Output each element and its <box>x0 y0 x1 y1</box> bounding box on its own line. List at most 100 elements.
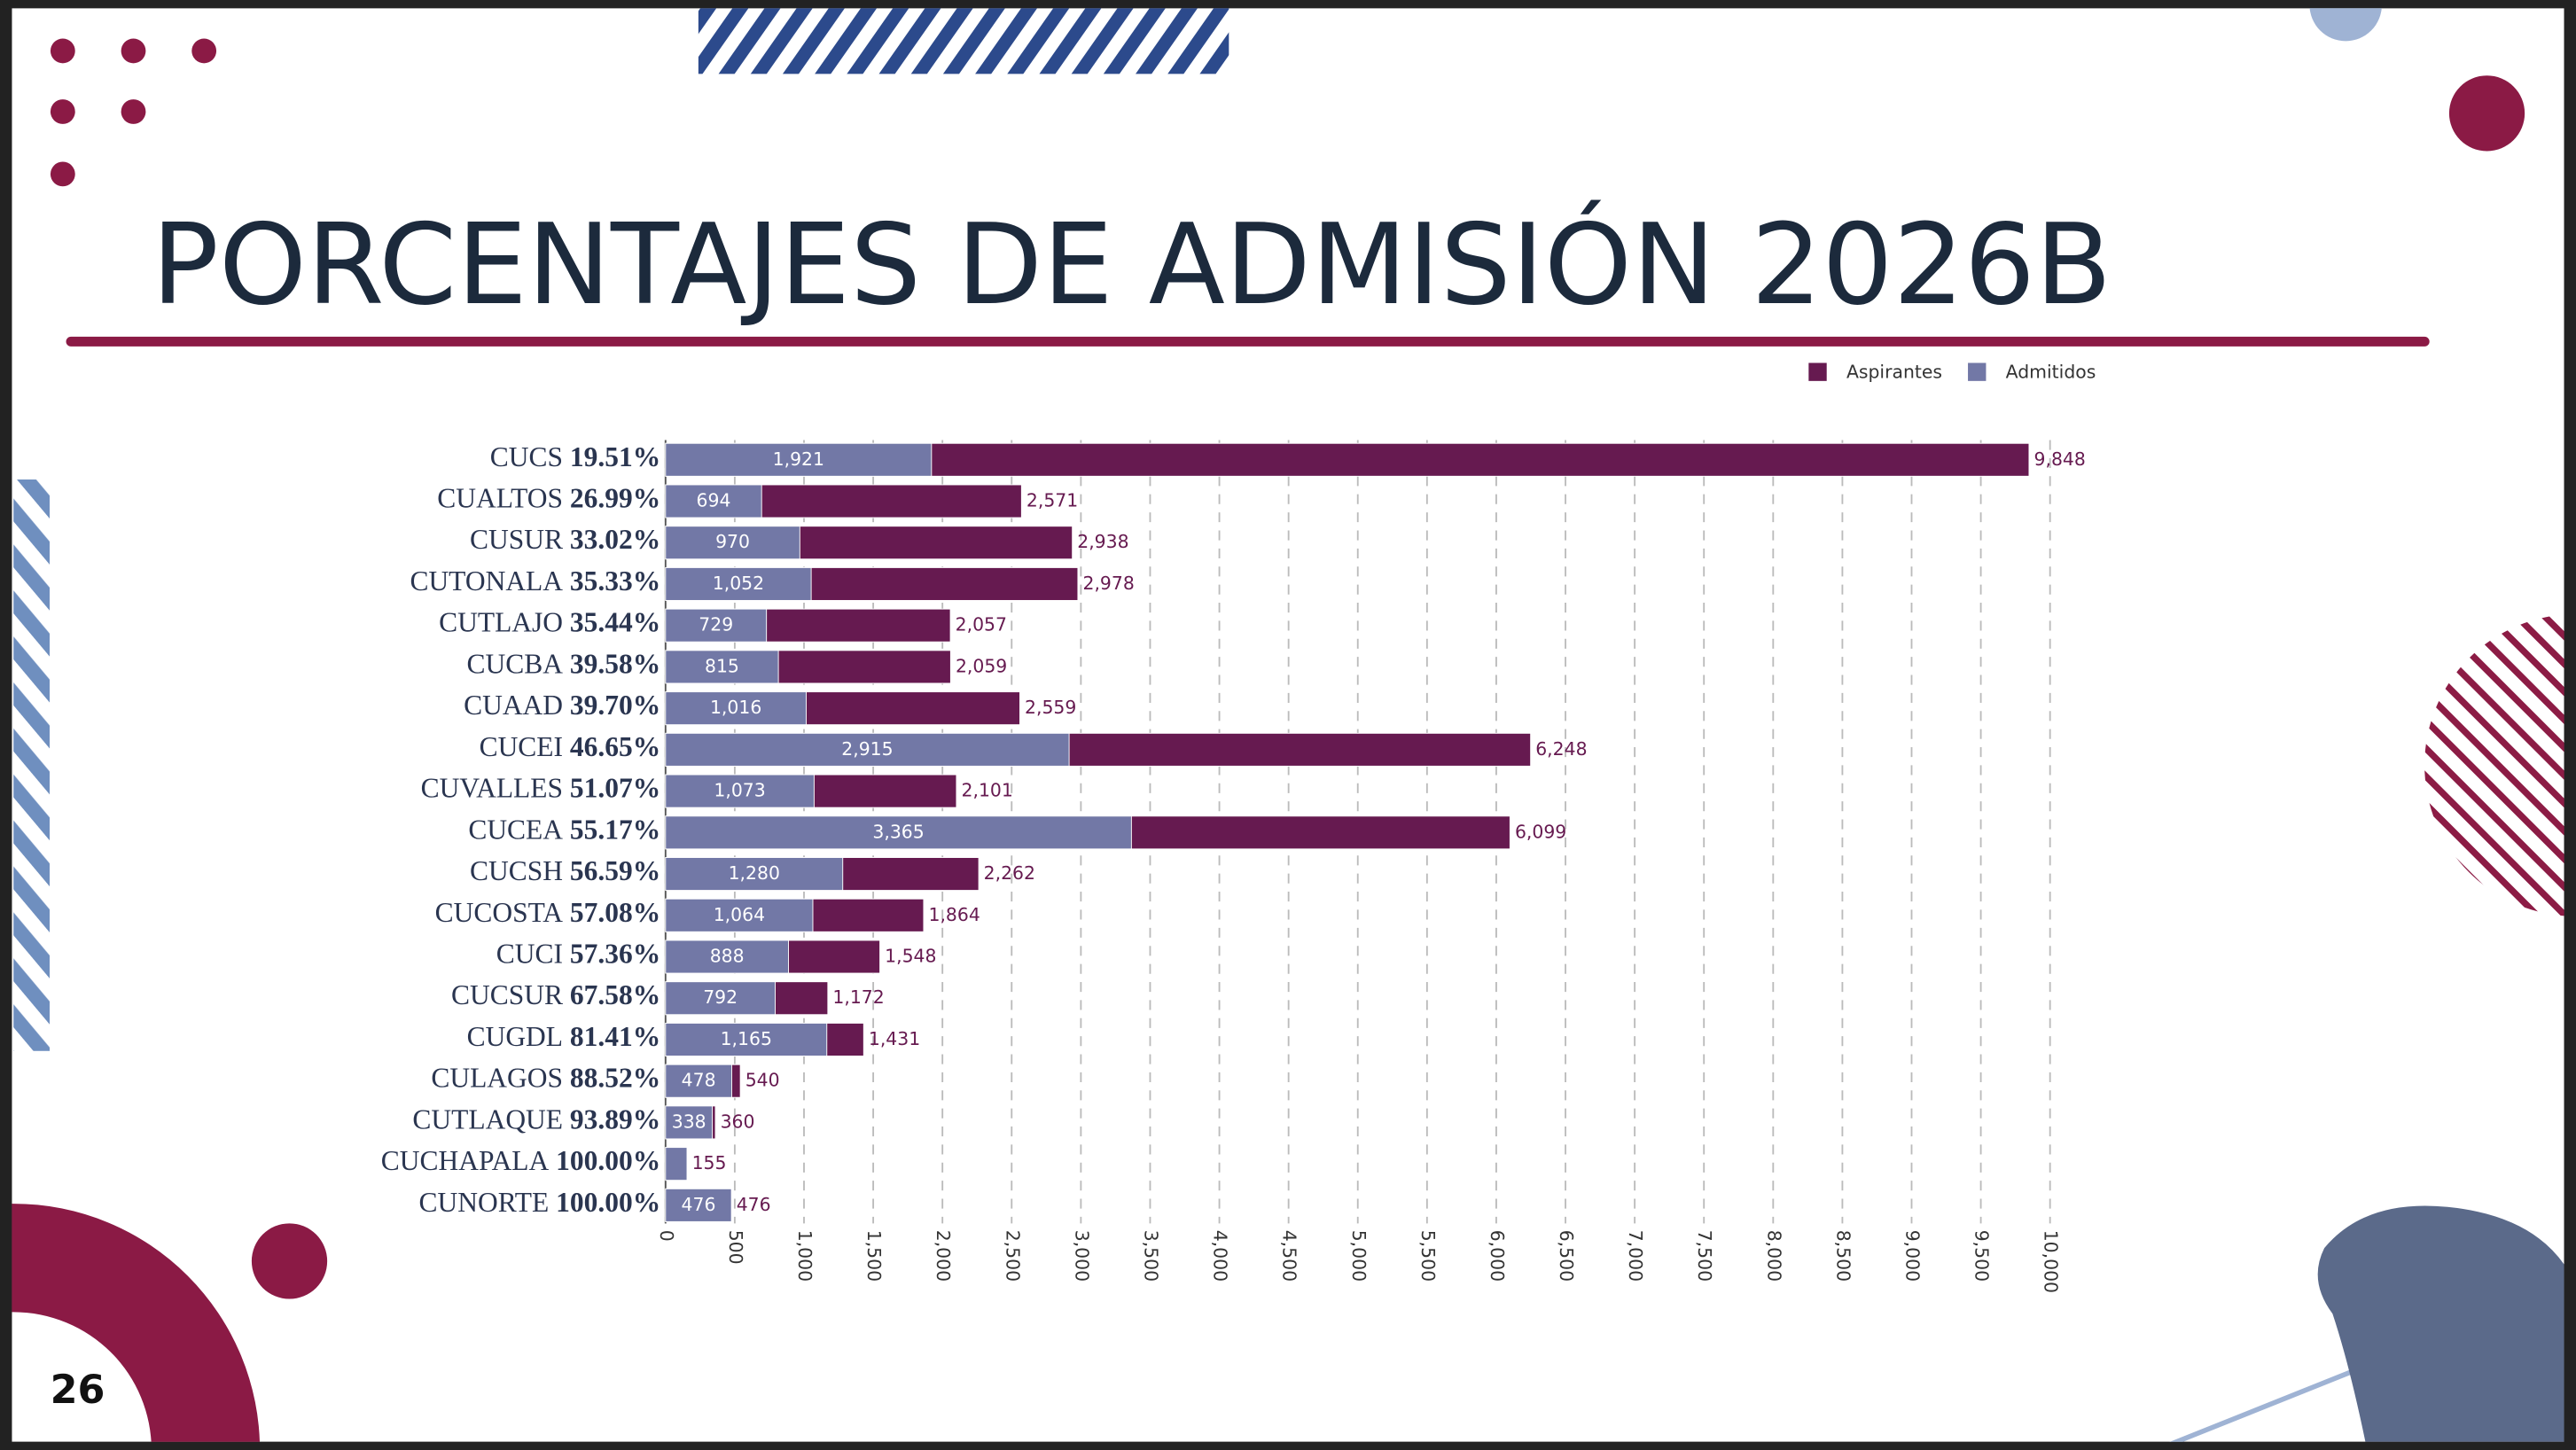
x-tick-label: 2,000 <box>933 1230 954 1282</box>
category-label: CUCSUR 67.58% <box>451 979 660 1010</box>
value-label: 1,921 <box>773 448 824 470</box>
ring <box>12 1204 260 1442</box>
category-label: CUCS 19.51% <box>490 441 660 472</box>
category-label: CULAGOS 88.52% <box>431 1063 660 1094</box>
bar <box>665 442 933 477</box>
bar <box>665 1188 732 1222</box>
x-tick-label: 7,000 <box>1625 1230 1646 1282</box>
legend-label: Admitidos <box>2006 362 2096 383</box>
bar <box>665 1105 714 1140</box>
value-label: 2,938 <box>1077 531 1128 552</box>
category-percent: 81.41% <box>570 1021 660 1052</box>
category-percent: 51.07% <box>570 773 660 804</box>
legend-swatch <box>1808 362 1827 381</box>
category-name: CUCEI <box>480 731 563 762</box>
bar <box>665 650 779 684</box>
bar <box>665 939 789 974</box>
legend-label: Aspirantes <box>1846 362 1942 383</box>
category-label: CUCSH 56.59% <box>470 855 660 886</box>
category-name: CUCHAPALA <box>381 1145 550 1176</box>
bar <box>665 1022 828 1056</box>
bar <box>665 526 800 560</box>
category-percent: 35.44% <box>570 607 660 638</box>
striped-circle <box>2424 614 2564 916</box>
category-percent: 67.58% <box>570 979 660 1010</box>
value-label: 888 <box>710 946 745 967</box>
circle-blue <box>2309 8 2382 42</box>
category-name: CUTLAQUE <box>412 1104 563 1135</box>
category-label: CUTONALA 35.33% <box>410 565 660 596</box>
x-tick-label: 0 <box>656 1230 677 1242</box>
category-label: CUCHAPALA 100.00% <box>381 1145 661 1176</box>
x-tick-label: 6,500 <box>1556 1230 1577 1282</box>
value-label: 155 <box>692 1152 727 1173</box>
category-percent: 57.36% <box>570 939 660 970</box>
bar <box>665 1064 732 1098</box>
category-percent: 26.99% <box>570 483 660 514</box>
value-label: 1,064 <box>714 904 765 925</box>
category-percent: 56.59% <box>570 855 660 886</box>
category-label: CUTLAQUE 93.89% <box>412 1104 660 1135</box>
bar <box>665 691 807 726</box>
category-percent: 93.89% <box>570 1104 660 1135</box>
bar <box>665 1147 688 1181</box>
value-label: 2,262 <box>984 862 1035 884</box>
category-name: CUCS <box>490 441 563 472</box>
x-tick-label: 3,500 <box>1140 1230 1161 1282</box>
category-percent: 39.58% <box>570 649 660 680</box>
value-label: 6,248 <box>1535 738 1587 760</box>
category-name: CUNORTE <box>418 1187 549 1218</box>
value-label: 2,571 <box>1026 490 1078 511</box>
x-tick-label: 3,000 <box>1071 1230 1092 1282</box>
value-label: 2,978 <box>1082 573 1134 594</box>
value-label: 1,016 <box>710 697 761 718</box>
value-label: 476 <box>737 1194 771 1215</box>
x-tick-label: 1,500 <box>863 1230 885 1282</box>
value-label: 1,548 <box>885 946 936 967</box>
bar <box>665 608 768 643</box>
category-percent: 35.33% <box>570 565 660 596</box>
category-percent: 57.08% <box>570 897 660 928</box>
category-label: CUVALLES 51.07% <box>421 773 661 804</box>
value-label: 1,172 <box>832 986 884 1008</box>
bar <box>665 732 1070 767</box>
bar <box>665 484 762 518</box>
category-percent: 46.65% <box>570 731 660 762</box>
category-name: CUCSH <box>470 855 563 886</box>
value-label: 1,052 <box>713 573 764 594</box>
category-name: CUSUR <box>470 524 563 555</box>
category-name: CUTONALA <box>410 565 563 596</box>
bar <box>665 898 814 932</box>
stripes-left <box>13 479 51 1051</box>
value-label: 476 <box>682 1194 716 1215</box>
x-tick-label: 6,000 <box>1487 1230 1508 1282</box>
bar <box>665 566 812 601</box>
value-label: 970 <box>715 531 750 552</box>
lion-image <box>2317 1205 2564 1442</box>
category-percent: 33.02% <box>570 524 660 555</box>
category-percent: 39.70% <box>570 690 660 721</box>
circle-small <box>251 1223 328 1299</box>
category-name: CUCSUR <box>451 979 563 1010</box>
value-label: 478 <box>682 1070 716 1091</box>
dots <box>50 38 217 187</box>
circle-red <box>2448 75 2525 152</box>
category-name: CUCOSTA <box>435 897 564 928</box>
category-name: CUCBA <box>467 649 564 680</box>
x-tick-label: 10,000 <box>2041 1230 2062 1293</box>
x-tick-label: 7,500 <box>1694 1230 1715 1282</box>
legend-swatch <box>1968 362 1987 381</box>
category-percent: 55.17% <box>570 815 660 846</box>
category-name: CUGDL <box>467 1021 563 1052</box>
value-label: 2,559 <box>1025 697 1076 718</box>
category-label: CUCI 57.36% <box>496 939 660 970</box>
value-label: 2,057 <box>956 614 1007 635</box>
chart-title: PORCENTAJES DE ADMISIÓN 2026B <box>152 199 2112 330</box>
category-name: CUCI <box>496 939 563 970</box>
category-name: CULAGOS <box>431 1063 563 1094</box>
value-label: 1,165 <box>721 1028 772 1049</box>
value-label: 6,099 <box>1515 821 1566 842</box>
value-label: 1,864 <box>928 904 980 925</box>
